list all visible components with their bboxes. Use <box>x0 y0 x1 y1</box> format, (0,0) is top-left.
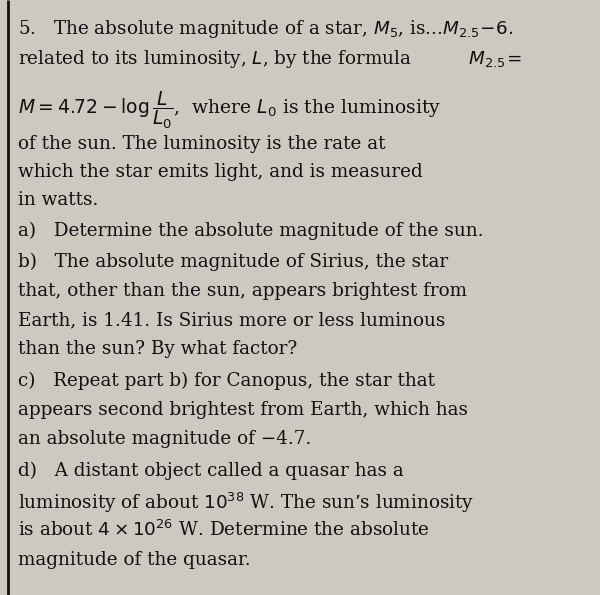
Text: a)   Determine the absolute magnitude of the sun.: a) Determine the absolute magnitude of t… <box>18 222 484 240</box>
Text: than the sun? By what factor?: than the sun? By what factor? <box>18 340 297 358</box>
Text: of the sun. The luminosity is the rate at: of the sun. The luminosity is the rate a… <box>18 135 386 153</box>
Text: d)   A distant object called a quasar has a: d) A distant object called a quasar has … <box>18 462 404 480</box>
Text: is about $4 \times 10^{26}$ W. Determine the absolute: is about $4 \times 10^{26}$ W. Determine… <box>18 520 430 540</box>
Text: b)   The absolute magnitude of Sirius, the star: b) The absolute magnitude of Sirius, the… <box>18 253 448 271</box>
Text: Earth, is 1.41. Is Sirius more or less luminous: Earth, is 1.41. Is Sirius more or less l… <box>18 311 445 329</box>
Text: related to its luminosity, $L$, by the formula          $M_{2.5}\!=$: related to its luminosity, $L$, by the f… <box>18 48 522 70</box>
Text: which the star emits light, and is measured: which the star emits light, and is measu… <box>18 163 423 181</box>
Text: in watts.: in watts. <box>18 191 98 209</box>
Text: $M = 4.72 - \log\dfrac{L}{L_0}$,  where $L_0$ is the luminosity: $M = 4.72 - \log\dfrac{L}{L_0}$, where $… <box>18 90 442 131</box>
Text: luminosity of about $10^{38}$ W. The sun’s luminosity: luminosity of about $10^{38}$ W. The sun… <box>18 491 474 515</box>
Text: 5.   The absolute magnitude of a star, $M_5$, is...$M_{2.5}\!-\!6.$: 5. The absolute magnitude of a star, $M_… <box>18 18 513 40</box>
Text: appears second brightest from Earth, which has: appears second brightest from Earth, whi… <box>18 401 468 419</box>
Text: c)   Repeat part b) for Canopus, the star that: c) Repeat part b) for Canopus, the star … <box>18 372 435 390</box>
Text: that, other than the sun, appears brightest from: that, other than the sun, appears bright… <box>18 282 467 300</box>
Text: magnitude of the quasar.: magnitude of the quasar. <box>18 551 251 569</box>
Text: an absolute magnitude of −4.7.: an absolute magnitude of −4.7. <box>18 430 311 448</box>
